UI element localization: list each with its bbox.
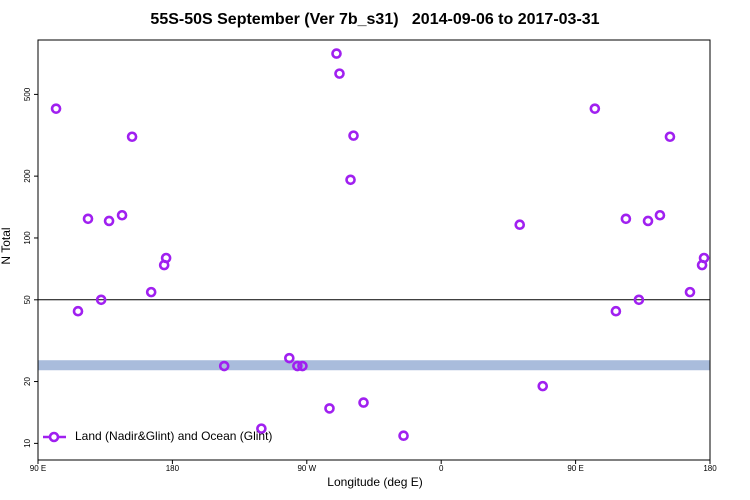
chart-title: 55S-50S September (Ver 7b_s31) 2014-09-0… bbox=[150, 11, 599, 28]
point bbox=[331, 48, 342, 59]
point bbox=[684, 286, 696, 298]
plot-frame bbox=[37, 39, 711, 461]
y-tick-label: 100 bbox=[23, 231, 32, 245]
point bbox=[348, 130, 359, 141]
point bbox=[82, 213, 94, 225]
point bbox=[72, 305, 84, 317]
point bbox=[256, 423, 267, 434]
point bbox=[358, 397, 369, 408]
point bbox=[633, 294, 645, 306]
point bbox=[654, 209, 666, 221]
point bbox=[50, 103, 62, 114]
y-axis-label: N Total bbox=[0, 227, 13, 264]
point bbox=[664, 131, 676, 143]
point bbox=[642, 215, 654, 227]
point bbox=[537, 380, 549, 392]
point bbox=[160, 252, 172, 264]
y-tick-label: 20 bbox=[23, 377, 32, 386]
y-tick-label: 50 bbox=[23, 295, 32, 304]
point bbox=[297, 360, 308, 372]
point bbox=[514, 219, 526, 231]
legend-marker bbox=[48, 431, 60, 443]
legend-label: Land (Nadir&Glint) and Ocean (Glint) bbox=[75, 429, 272, 443]
x-tick-label: 90 E bbox=[30, 464, 46, 473]
point bbox=[620, 213, 632, 225]
point bbox=[334, 68, 345, 79]
y-tick-label: 10 bbox=[23, 438, 32, 447]
shaded-band bbox=[38, 360, 710, 371]
point bbox=[610, 305, 622, 317]
x-axis-label: Longitude (deg E) bbox=[327, 475, 422, 489]
x-tick-label: 90 W bbox=[297, 464, 316, 473]
point bbox=[284, 352, 295, 364]
x-tick-label: 180 bbox=[166, 464, 180, 473]
point bbox=[698, 252, 710, 264]
point bbox=[116, 209, 128, 221]
x-tick-label: 90 E bbox=[567, 464, 583, 473]
point bbox=[103, 215, 115, 227]
y-tick-label: 200 bbox=[23, 169, 32, 183]
point bbox=[589, 103, 601, 114]
point bbox=[95, 294, 107, 306]
point bbox=[345, 174, 356, 186]
y-tick-label: 500 bbox=[23, 87, 32, 101]
point bbox=[145, 286, 157, 298]
x-tick-label: 0 bbox=[439, 464, 444, 473]
point bbox=[218, 360, 230, 372]
x-tick-label: 180 bbox=[703, 464, 717, 473]
point bbox=[292, 360, 303, 372]
point bbox=[398, 430, 409, 441]
point bbox=[126, 131, 138, 143]
point bbox=[324, 403, 335, 414]
